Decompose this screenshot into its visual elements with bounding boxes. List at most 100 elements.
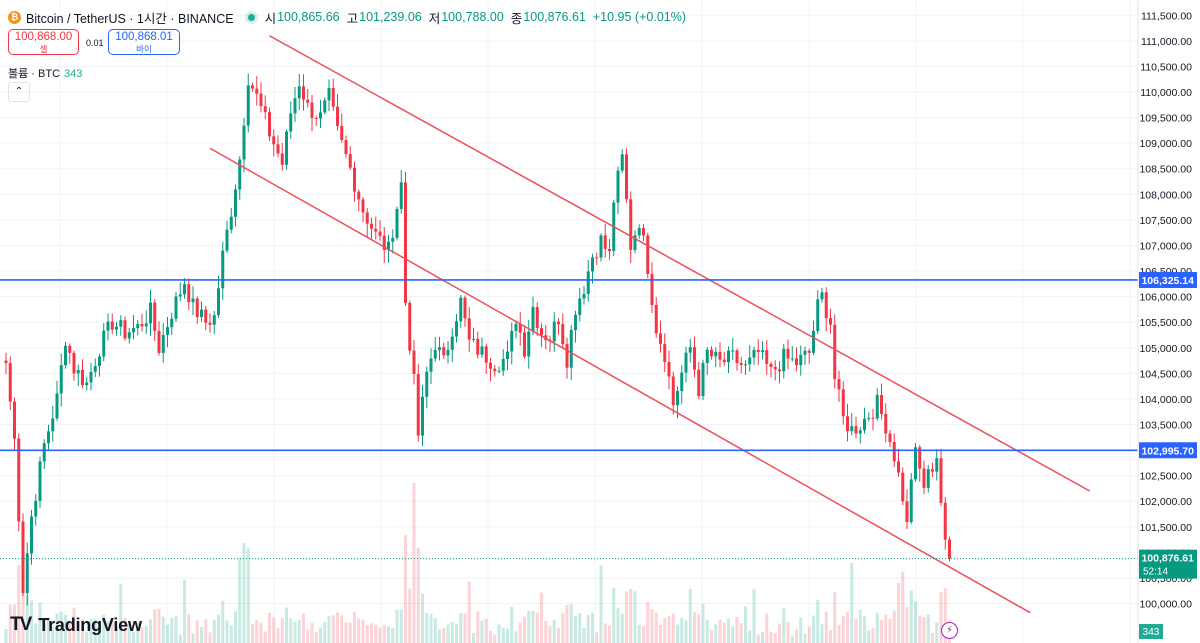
candle-body[interactable]	[263, 106, 267, 113]
candle-body[interactable]	[531, 307, 535, 332]
candle-body[interactable]	[790, 358, 794, 360]
candle-body[interactable]	[620, 154, 624, 171]
candle-body[interactable]	[697, 369, 701, 397]
candle-body[interactable]	[756, 349, 760, 352]
candle-body[interactable]	[540, 328, 543, 336]
candle-body[interactable]	[850, 426, 854, 432]
candle-body[interactable]	[582, 293, 586, 299]
candle-body[interactable]	[153, 302, 157, 331]
candle-body[interactable]	[106, 321, 110, 331]
candle-body[interactable]	[446, 349, 450, 356]
candle-body[interactable]	[816, 299, 820, 331]
candle-body[interactable]	[174, 296, 178, 319]
candle-body[interactable]	[68, 345, 72, 353]
candle-body[interactable]	[348, 154, 352, 168]
candle-body[interactable]	[799, 354, 803, 366]
tradingview-logo[interactable]: TV TradingView	[10, 613, 142, 637]
candle-body[interactable]	[450, 336, 454, 350]
candle-body[interactable]	[302, 86, 305, 100]
candle-body[interactable]	[497, 370, 501, 372]
candle-body[interactable]	[663, 343, 667, 363]
candle-body[interactable]	[387, 241, 390, 250]
candle-body[interactable]	[191, 298, 195, 303]
candle-body[interactable]	[484, 346, 488, 363]
candle-body[interactable]	[102, 330, 106, 357]
candle-body[interactable]	[650, 274, 654, 305]
candle-body[interactable]	[578, 298, 582, 315]
candle-body[interactable]	[225, 229, 229, 251]
candle-body[interactable]	[183, 284, 186, 295]
candle-body[interactable]	[30, 516, 33, 554]
candle-body[interactable]	[21, 521, 25, 594]
candle-body[interactable]	[476, 338, 480, 355]
candle-body[interactable]	[421, 396, 424, 436]
candle-body[interactable]	[34, 500, 38, 517]
sell-button[interactable]: 100,868.00 셀	[8, 29, 79, 55]
candle-body[interactable]	[459, 297, 463, 322]
candle-body[interactable]	[319, 112, 322, 119]
candle-body[interactable]	[901, 472, 905, 502]
candle-body[interactable]	[608, 248, 611, 252]
candle-body[interactable]	[365, 212, 369, 224]
candle-body[interactable]	[353, 167, 356, 192]
candle-body[interactable]	[361, 199, 365, 213]
candle-body[interactable]	[535, 307, 539, 329]
candle-body[interactable]	[438, 347, 441, 350]
candle-body[interactable]	[8, 363, 12, 402]
candle-body[interactable]	[769, 363, 773, 367]
candle-body[interactable]	[123, 320, 127, 339]
candle-body[interactable]	[803, 350, 807, 355]
candle-body[interactable]	[127, 332, 131, 339]
candle-body[interactable]	[272, 136, 276, 145]
candle-body[interactable]	[748, 357, 752, 365]
candle-body[interactable]	[285, 131, 288, 165]
candle-body[interactable]	[217, 288, 220, 316]
candle-body[interactable]	[599, 235, 603, 258]
candle-body[interactable]	[786, 348, 790, 359]
candle-body[interactable]	[195, 298, 199, 318]
lightning-icon[interactable]: ⚡	[941, 622, 958, 639]
candle-body[interactable]	[918, 447, 922, 469]
candle-body[interactable]	[59, 365, 63, 394]
candle-body[interactable]	[132, 328, 135, 333]
candle-body[interactable]	[280, 153, 284, 165]
candle-body[interactable]	[552, 321, 556, 342]
candle-body[interactable]	[701, 363, 705, 397]
candle-body[interactable]	[323, 100, 327, 113]
candle-body[interactable]	[867, 417, 871, 419]
candle-body[interactable]	[289, 113, 293, 132]
candle-body[interactable]	[455, 321, 458, 337]
candle-body[interactable]	[565, 344, 569, 368]
candle-body[interactable]	[731, 350, 735, 352]
candle-body[interactable]	[378, 231, 382, 236]
candle-body[interactable]	[72, 352, 76, 374]
candle-body[interactable]	[204, 309, 208, 323]
candle-body[interactable]	[166, 327, 169, 335]
candle-body[interactable]	[51, 418, 55, 432]
candle-body[interactable]	[727, 350, 730, 363]
candle-body[interactable]	[221, 250, 225, 289]
channel-lower-line[interactable]	[209, 147, 1031, 614]
candle-body[interactable]	[399, 182, 403, 209]
candle-body[interactable]	[238, 159, 242, 190]
candle-body[interactable]	[574, 314, 577, 330]
candle-body[interactable]	[344, 140, 348, 155]
candle-body[interactable]	[76, 369, 80, 374]
candle-body[interactable]	[824, 292, 828, 319]
candle-body[interactable]	[161, 334, 165, 353]
candle-body[interactable]	[306, 99, 310, 103]
candle-body[interactable]	[229, 216, 233, 230]
candle-body[interactable]	[314, 117, 318, 119]
candle-body[interactable]	[416, 374, 420, 436]
candle-body[interactable]	[586, 271, 590, 294]
candle-body[interactable]	[327, 88, 331, 101]
candle-body[interactable]	[115, 326, 118, 330]
candle-body[interactable]	[412, 350, 416, 375]
candle-body[interactable]	[676, 391, 679, 406]
candle-body[interactable]	[518, 323, 522, 333]
candle-body[interactable]	[948, 539, 951, 559]
channel-upper-line[interactable]	[269, 35, 1091, 492]
candle-body[interactable]	[110, 321, 114, 330]
candle-body[interactable]	[557, 321, 560, 325]
